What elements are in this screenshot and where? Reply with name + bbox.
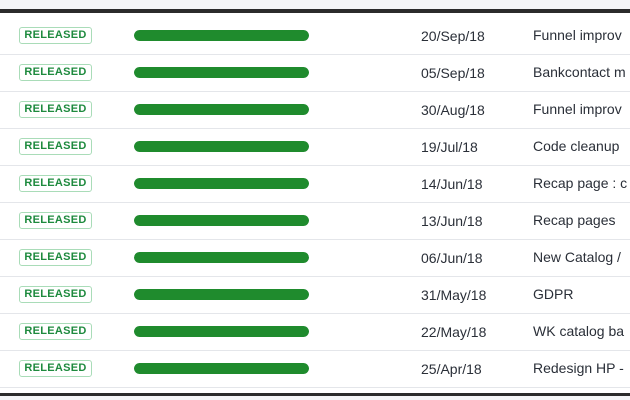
release-date: 25/Apr/18 <box>421 361 482 377</box>
release-date: 05/Sep/18 <box>421 65 485 81</box>
progress-bar <box>134 252 309 263</box>
progress-fill <box>134 215 309 226</box>
release-description[interactable]: GDPR <box>533 286 574 302</box>
status-badge: RELEASED <box>19 286 92 303</box>
release-date: 13/Jun/18 <box>421 213 483 229</box>
progress-bar <box>134 30 309 41</box>
status-badge: RELEASED <box>19 249 92 266</box>
release-date: 22/May/18 <box>421 324 487 340</box>
bottom-divider <box>0 393 630 396</box>
release-description[interactable]: Funnel improv <box>533 27 622 43</box>
status-badge: RELEASED <box>19 101 92 118</box>
release-row[interactable]: RELEASED 13/Jun/18 Recap pages <box>0 203 630 240</box>
release-description[interactable]: Redesign HP - <box>533 360 624 376</box>
release-row[interactable]: RELEASED 14/Jun/18 Recap page : c <box>0 166 630 203</box>
release-date: 30/Aug/18 <box>421 102 485 118</box>
progress-bar <box>134 67 309 78</box>
progress-bar <box>134 326 309 337</box>
status-badge: RELEASED <box>19 64 92 81</box>
release-date: 31/May/18 <box>421 287 487 303</box>
progress-bar <box>134 178 309 189</box>
release-description[interactable]: Code cleanup <box>533 138 620 154</box>
status-badge: RELEASED <box>19 138 92 155</box>
progress-fill <box>134 141 309 152</box>
status-badge: RELEASED <box>19 175 92 192</box>
status-badge: RELEASED <box>19 360 92 377</box>
progress-fill <box>134 104 309 115</box>
release-description[interactable]: New Catalog / <box>533 249 621 265</box>
progress-fill <box>134 326 309 337</box>
release-row[interactable]: RELEASED 30/Aug/18 Funnel improv <box>0 92 630 129</box>
release-row[interactable]: RELEASED 31/May/18 GDPR <box>0 277 630 314</box>
progress-fill <box>134 67 309 78</box>
release-row[interactable]: RELEASED 19/Jul/18 Code cleanup <box>0 129 630 166</box>
top-divider <box>0 9 630 13</box>
progress-fill <box>134 252 309 263</box>
release-date: 19/Jul/18 <box>421 139 478 155</box>
progress-bar <box>134 141 309 152</box>
status-badge: RELEASED <box>19 323 92 340</box>
release-description[interactable]: WK catalog ba <box>533 323 625 339</box>
progress-bar <box>134 289 309 300</box>
progress-fill <box>134 30 309 41</box>
progress-fill <box>134 363 309 374</box>
release-description[interactable]: Recap pages <box>533 212 616 228</box>
release-date: 20/Sep/18 <box>421 28 485 44</box>
release-date: 14/Jun/18 <box>421 176 483 192</box>
releases-table: RELEASED 20/Sep/18 Funnel improv RELEASE… <box>0 13 630 393</box>
release-row[interactable]: RELEASED 25/Apr/18 Redesign HP - <box>0 351 630 388</box>
release-date: 06/Jun/18 <box>421 250 483 266</box>
status-badge: RELEASED <box>19 27 92 44</box>
release-description[interactable]: Bankcontact m <box>533 64 626 80</box>
release-row[interactable]: RELEASED 22/May/18 WK catalog ba <box>0 314 630 351</box>
release-row[interactable]: RELEASED 06/Jun/18 New Catalog / <box>0 240 630 277</box>
release-row[interactable]: RELEASED 05/Sep/18 Bankcontact m <box>0 55 630 92</box>
progress-fill <box>134 178 309 189</box>
progress-bar <box>134 363 309 374</box>
status-badge: RELEASED <box>19 212 92 229</box>
release-description[interactable]: Recap page : c <box>533 175 628 191</box>
release-description[interactable]: Funnel improv <box>533 101 622 117</box>
progress-bar <box>134 215 309 226</box>
release-row[interactable]: RELEASED 20/Sep/18 Funnel improv <box>0 18 630 55</box>
progress-fill <box>134 289 309 300</box>
progress-bar <box>134 104 309 115</box>
